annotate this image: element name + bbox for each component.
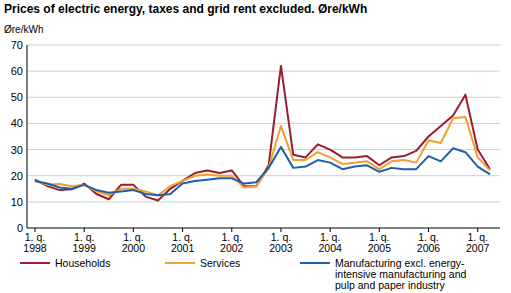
x-tick-label: 1. q.2003: [269, 231, 293, 254]
x-tick-label: 1. q.1999: [73, 231, 97, 254]
grid-line: [27, 201, 500, 202]
y-tick-label: 70: [11, 39, 23, 51]
legend-label: Manufacturing excl. energy-intensive man…: [335, 257, 466, 291]
chart: Prices of electric energy, taxes and gri…: [0, 0, 511, 293]
y-tick-label: 20: [11, 170, 23, 182]
x-tick-label: 1. q.2001: [171, 231, 195, 254]
series-line: [35, 147, 490, 195]
grid-line: [27, 97, 500, 98]
grid-line: [27, 228, 500, 229]
x-tick-label: 1. q.2005: [368, 231, 392, 254]
plot-area: [35, 66, 490, 201]
y-axis: [27, 45, 28, 228]
grid-line: [27, 45, 500, 46]
legend-label: Services: [200, 257, 240, 269]
y-tick-label: 10: [11, 196, 23, 208]
series-line: [35, 66, 490, 201]
series-line: [35, 117, 490, 195]
grid-line: [27, 149, 500, 150]
y-tick-label: 60: [11, 65, 23, 77]
y-tick-label: 0: [17, 222, 23, 234]
x-tick-label: 1. q.2007: [466, 231, 490, 254]
legend-swatch: [165, 262, 195, 264]
x-tick-label: 1. q.1998: [23, 231, 47, 254]
legend-swatch: [300, 262, 330, 264]
legend-label: Households: [55, 257, 110, 269]
legend-swatch: [20, 262, 50, 264]
y-tick-label: 40: [11, 117, 23, 129]
y-tick-label: 50: [11, 91, 23, 103]
x-tick-label: 1. q.2004: [318, 231, 342, 254]
title: Prices of electric energy, taxes and gri…: [4, 2, 367, 16]
x-tick-label: 1. q.2002: [220, 231, 244, 254]
y-tick-label: 30: [11, 144, 23, 156]
grid-line: [27, 71, 500, 72]
y-label: Øre/kWh: [4, 24, 43, 35]
x-tick-label: 1. q.2000: [122, 231, 146, 254]
x-tick-label: 1. q.2006: [417, 231, 441, 254]
grid-line: [27, 123, 500, 124]
